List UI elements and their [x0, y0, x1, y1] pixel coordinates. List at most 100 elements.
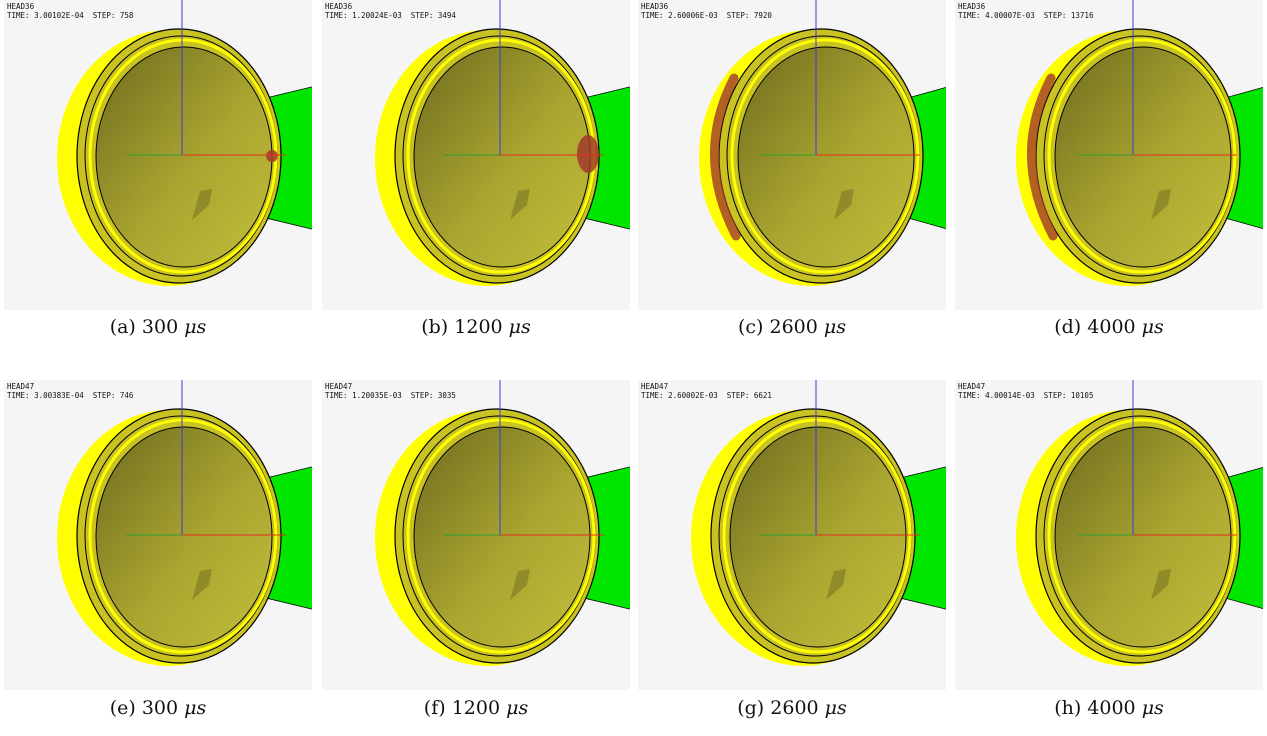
caption-unit: μs: [508, 316, 531, 338]
time-readout: TIME: 3.00102E-04: [7, 11, 84, 20]
caption-time: 1200: [451, 697, 501, 719]
caption-letter: (b): [421, 316, 449, 338]
head-label: HEAD47: [958, 382, 986, 391]
panel-header: HEAD36 TIME: 2.60006E-03 STEP: 7920: [641, 2, 772, 20]
caption-time: 1200: [454, 316, 503, 338]
panel-header: HEAD47 TIME: 1.20035E-03 STEP: 3035: [325, 382, 456, 400]
interior-surface: [413, 46, 591, 268]
simulation-panel-g: HEAD47 TIME: 2.60002E-03 STEP: 6621: [638, 380, 946, 690]
surface-mark: [510, 569, 530, 600]
caption-unit: μs: [1141, 697, 1164, 719]
panel-caption: (e) 300 μs: [4, 697, 312, 719]
head-label: HEAD36: [958, 2, 986, 11]
simulation-panel-c: HEAD36 TIME: 2.60006E-03 STEP: 7920: [638, 0, 946, 310]
simulation-panel-f: HEAD47 TIME: 1.20035E-03 STEP: 3035: [322, 380, 630, 690]
damage-arc: [1027, 73, 1058, 241]
caption-unit: μs: [1141, 316, 1164, 338]
caption-unit: μs: [506, 697, 529, 719]
interior-surface: [95, 46, 273, 268]
rim-highlight: [722, 418, 912, 654]
caption-letter: (g): [737, 697, 765, 719]
caption-unit: μs: [184, 697, 207, 719]
head-label: HEAD36: [641, 2, 669, 11]
interior-surface: [1054, 426, 1232, 648]
time-readout: TIME: 1.20024E-03: [325, 11, 402, 20]
simulation-panel-b: HEAD36 TIME: 1.20024E-03 STEP: 3494: [322, 0, 630, 310]
time-step-line: TIME: 2.60002E-03 STEP: 6621: [641, 391, 772, 400]
caption-time: 300: [141, 316, 179, 338]
panel-caption: (a) 300 μs: [4, 316, 312, 338]
step-readout: STEP: 746: [92, 391, 134, 400]
surface-mark: [192, 569, 212, 600]
head-label: HEAD47: [325, 382, 353, 391]
damage-arc: [710, 73, 741, 241]
time-step-line: TIME: 2.60006E-03 STEP: 7920: [641, 11, 772, 20]
caption-letter: (c): [737, 316, 764, 338]
panel-caption: (g) 2600 μs: [638, 697, 946, 719]
panel-header: HEAD36 TIME: 4.00007E-03 STEP: 13716: [958, 2, 1093, 20]
panel-header: HEAD47 TIME: 4.00014E-03 STEP: 10105: [958, 382, 1093, 400]
rim-highlight: [1047, 38, 1237, 274]
time-step-line: TIME: 3.00102E-04 STEP: 758: [7, 11, 133, 20]
head-label: HEAD36: [7, 2, 35, 11]
drop-head-render: [691, 380, 946, 666]
drop-head-render: [57, 380, 312, 666]
damage-spot: [266, 150, 278, 162]
caption-letter: (d): [1054, 316, 1082, 338]
rim-highlight: [88, 418, 278, 654]
step-readout: STEP: 3035: [410, 391, 456, 400]
interior-surface: [413, 426, 591, 648]
panel-header: HEAD47 TIME: 3.00383E-04 STEP: 746: [7, 382, 133, 400]
time-readout: TIME: 3.00383E-04: [7, 391, 84, 400]
caption-letter: (e): [109, 697, 136, 719]
panel-caption: (f) 1200 μs: [322, 697, 630, 719]
surface-mark: [510, 189, 530, 220]
panel-caption: (h) 4000 μs: [955, 697, 1263, 719]
simulation-panel-a: HEAD36 TIME: 3.00102E-04 STEP: 758: [4, 0, 312, 310]
rim-highlight: [406, 418, 596, 654]
step-readout: STEP: 13716: [1043, 11, 1094, 20]
caption-unit: μs: [824, 697, 847, 719]
time-step-line: TIME: 3.00383E-04 STEP: 746: [7, 391, 133, 400]
head-label: HEAD36: [325, 2, 353, 11]
interior-surface: [1054, 46, 1232, 268]
interior-surface: [729, 426, 907, 648]
panel-header: HEAD36 TIME: 1.20024E-03 STEP: 3494: [325, 2, 456, 20]
drop-head-render: [57, 0, 312, 286]
time-readout: TIME: 2.60006E-03: [641, 11, 718, 20]
simulation-panel-e: HEAD47 TIME: 3.00383E-04 STEP: 746: [4, 380, 312, 690]
surface-mark: [834, 189, 854, 220]
drop-head-render: [699, 0, 946, 286]
head-label: HEAD47: [7, 382, 35, 391]
panel-caption: (b) 1200 μs: [322, 316, 630, 338]
rim-highlight: [1047, 418, 1237, 654]
caption-letter: (f): [423, 697, 446, 719]
drop-head-render: [1016, 0, 1263, 286]
step-readout: STEP: 10105: [1043, 391, 1094, 400]
surface-mark: [1151, 189, 1171, 220]
simulation-panel-h: HEAD47 TIME: 4.00014E-03 STEP: 10105: [955, 380, 1263, 690]
time-step-line: TIME: 1.20024E-03 STEP: 3494: [325, 11, 456, 20]
surface-mark: [1151, 569, 1171, 600]
step-readout: STEP: 3494: [410, 11, 456, 20]
caption-letter: (h): [1054, 697, 1082, 719]
surface-mark: [192, 189, 212, 220]
step-readout: STEP: 758: [92, 11, 134, 20]
interior-surface: [737, 46, 915, 268]
caption-time: 4000: [1087, 697, 1136, 719]
caption-unit: μs: [823, 316, 847, 338]
drop-head-render: [1016, 380, 1263, 666]
panel-header: HEAD36 TIME: 3.00102E-04 STEP: 758: [7, 2, 133, 20]
head-label: HEAD47: [641, 382, 669, 391]
time-readout: TIME: 4.00007E-03: [958, 11, 1035, 20]
caption-time: 4000: [1087, 316, 1136, 338]
step-readout: STEP: 6621: [726, 391, 772, 400]
caption-time: 300: [141, 697, 179, 719]
caption-unit: μs: [184, 316, 207, 338]
time-step-line: TIME: 1.20035E-03 STEP: 3035: [325, 391, 456, 400]
caption-time: 2600: [770, 697, 819, 719]
time-step-line: TIME: 4.00007E-03 STEP: 13716: [958, 11, 1093, 20]
rim-highlight: [730, 38, 920, 274]
time-readout: TIME: 4.00014E-03: [958, 391, 1035, 400]
interior-surface: [95, 426, 273, 648]
